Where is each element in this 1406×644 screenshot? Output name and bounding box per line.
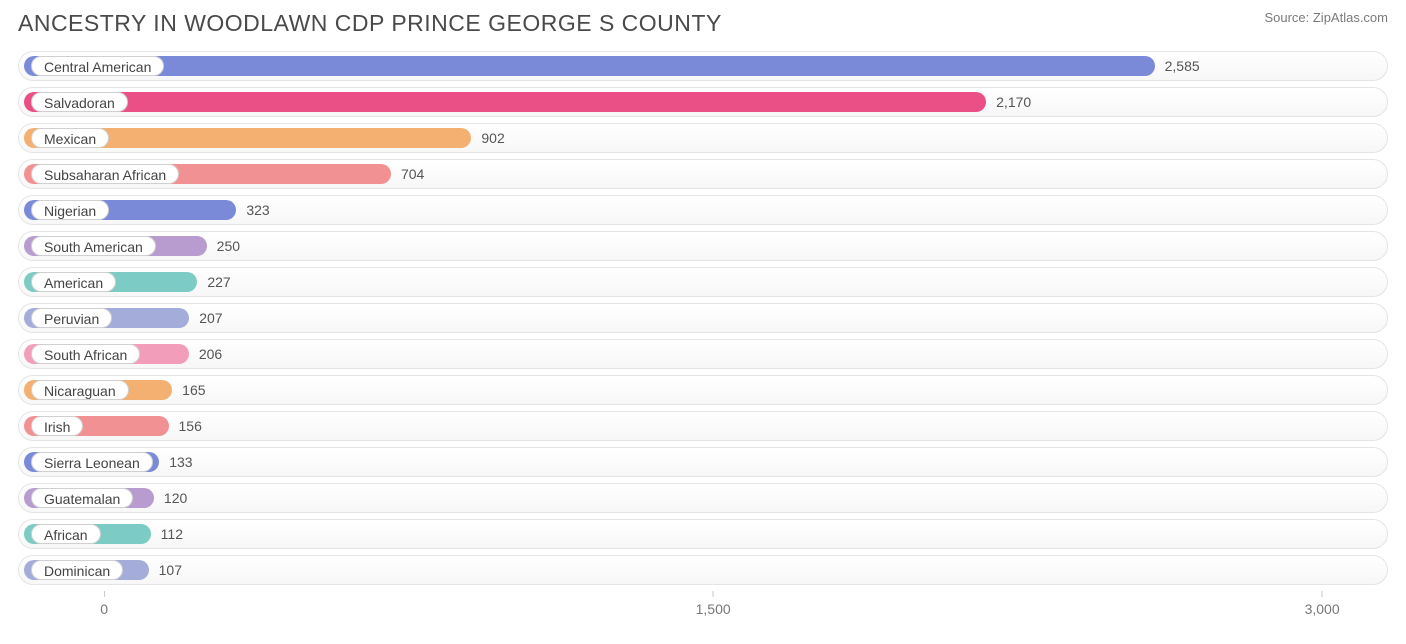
value-label: 206 <box>199 344 222 364</box>
x-tick: 3,000 <box>1305 591 1340 617</box>
value-label: 902 <box>481 128 504 148</box>
bar-row: Mexican 902 <box>18 123 1388 153</box>
category-label: Mexican <box>31 128 109 148</box>
x-tick: 0 <box>100 591 108 617</box>
chart-source: Source: ZipAtlas.com <box>1264 10 1388 25</box>
category-label: South African <box>31 344 140 364</box>
bar-row: Nicaraguan 165 <box>18 375 1388 405</box>
bar-row: Dominican 107 <box>18 555 1388 585</box>
category-label: Dominican <box>31 560 123 580</box>
source-name: ZipAtlas.com <box>1313 10 1388 25</box>
bar-row: African 112 <box>18 519 1388 549</box>
value-label: 250 <box>217 236 240 256</box>
value-label: 165 <box>182 380 205 400</box>
value-label: 323 <box>246 200 269 220</box>
value-label: 112 <box>161 524 183 544</box>
value-label: 2,585 <box>1165 56 1200 76</box>
source-prefix: Source: <box>1264 10 1312 25</box>
bar-row: Irish 156 <box>18 411 1388 441</box>
bar-row: Nigerian 323 <box>18 195 1388 225</box>
category-label: Guatemalan <box>31 488 133 508</box>
tick-label: 3,000 <box>1305 601 1340 617</box>
category-label: South American <box>31 236 156 256</box>
category-label: Subsaharan African <box>31 164 179 184</box>
category-label: Salvadoran <box>31 92 128 112</box>
category-label: Peruvian <box>31 308 112 328</box>
value-label: 120 <box>164 488 187 508</box>
bar-row: South African 206 <box>18 339 1388 369</box>
x-axis: 0 1,500 3,000 <box>18 591 1388 627</box>
tick-label: 1,500 <box>696 601 731 617</box>
value-label: 704 <box>401 164 424 184</box>
tick-line <box>104 591 105 597</box>
bar-row: American 227 <box>18 267 1388 297</box>
bar-row: Salvadoran 2,170 <box>18 87 1388 117</box>
value-label: 207 <box>199 308 222 328</box>
chart-title: ANCESTRY IN WOODLAWN CDP PRINCE GEORGE S… <box>18 10 722 37</box>
value-label: 133 <box>169 452 192 472</box>
bar <box>24 56 1155 76</box>
category-label: American <box>31 272 116 292</box>
bar-row: Subsaharan African 704 <box>18 159 1388 189</box>
tick-line <box>713 591 714 597</box>
value-label: 156 <box>179 416 202 436</box>
chart-header: ANCESTRY IN WOODLAWN CDP PRINCE GEORGE S… <box>0 0 1406 43</box>
category-label: Nicaraguan <box>31 380 129 400</box>
x-tick: 1,500 <box>696 591 731 617</box>
bar-row: Guatemalan 120 <box>18 483 1388 513</box>
tick-line <box>1322 591 1323 597</box>
tick-label: 0 <box>100 601 108 617</box>
value-label: 227 <box>207 272 230 292</box>
value-label: 2,170 <box>996 92 1031 112</box>
bar-row: South American 250 <box>18 231 1388 261</box>
category-label: Irish <box>31 416 83 436</box>
value-label: 107 <box>159 560 182 580</box>
bar-row: Sierra Leonean 133 <box>18 447 1388 477</box>
bar <box>24 92 986 112</box>
category-label: African <box>31 524 101 544</box>
category-label: Central American <box>31 56 164 76</box>
bar-row: Central American 2,585 <box>18 51 1388 81</box>
bar-row: Peruvian 207 <box>18 303 1388 333</box>
category-label: Sierra Leonean <box>31 452 153 472</box>
category-label: Nigerian <box>31 200 109 220</box>
chart-area: Central American 2,585 Salvadoran 2,170 Mexi… <box>0 43 1406 585</box>
